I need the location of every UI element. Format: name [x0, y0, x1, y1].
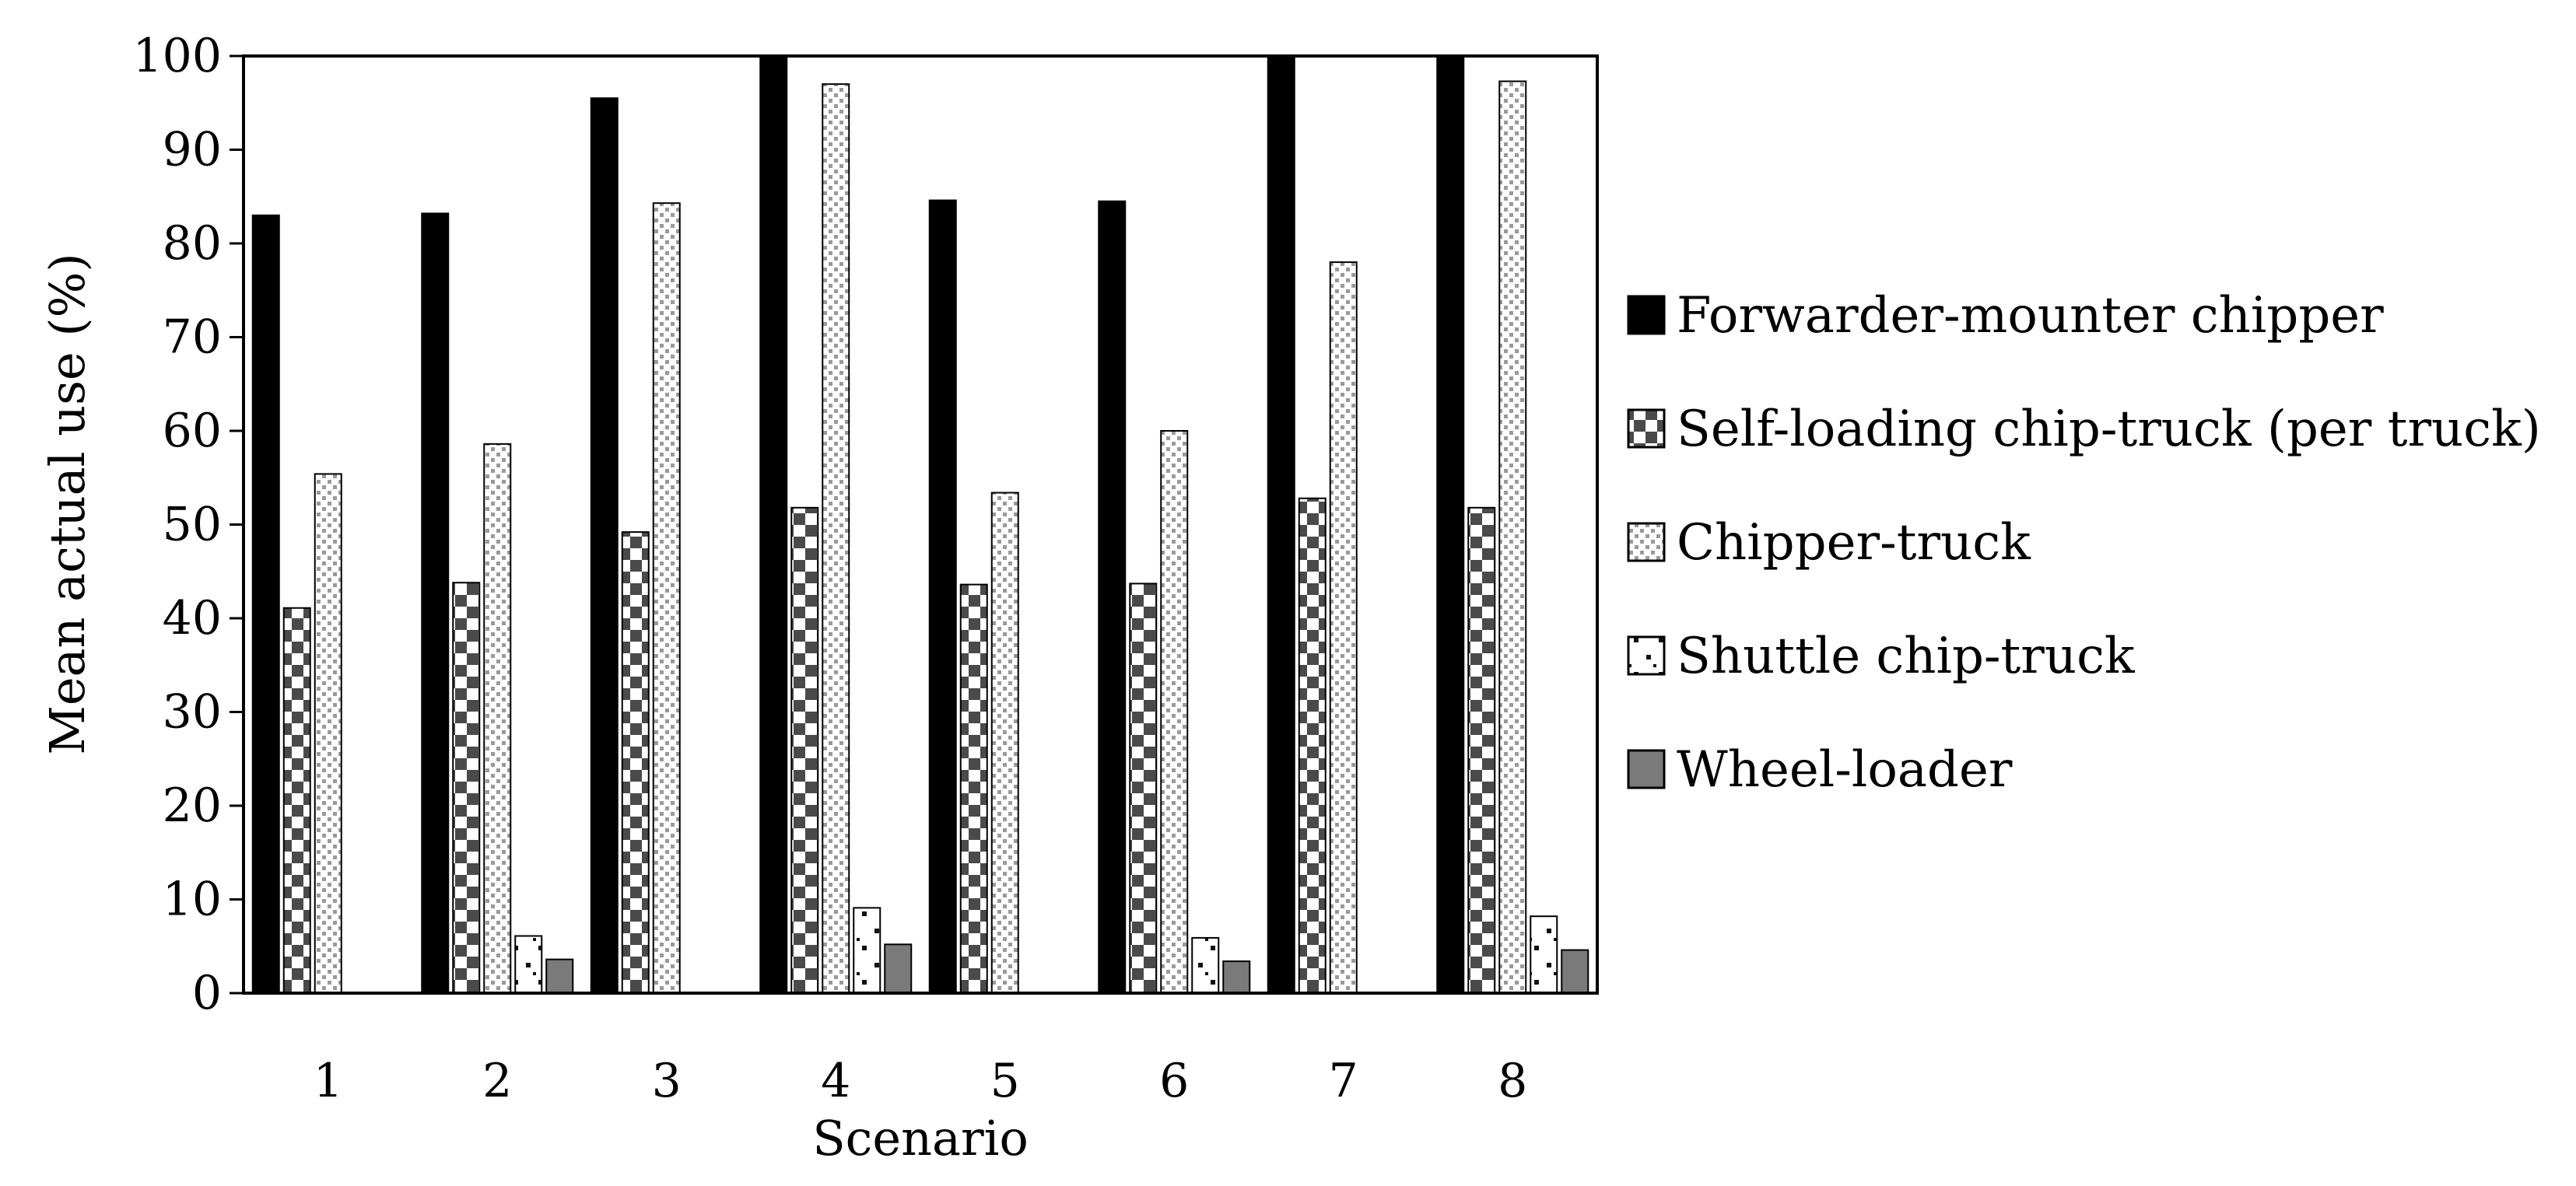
x-tick-label: 6	[1159, 1054, 1189, 1108]
bar-solid-black-scenario-3	[590, 97, 619, 995]
bar-light-dots-scenario-4	[822, 83, 850, 994]
bar-solid-black-scenario-6	[1098, 200, 1127, 994]
y-tick-label: 10	[163, 873, 222, 927]
x-ticks-layer: 1 2 3 4 5 6 7 8	[314, 1054, 1528, 1108]
legend-swatch-sparse-dots	[1627, 635, 1666, 676]
legend-swatch-light-dots	[1627, 522, 1666, 562]
legend: Forwarder-mounter chipper Self-loading ch…	[1627, 287, 2541, 799]
bar-light-dots-scenario-5	[990, 492, 1019, 994]
bar-sparse-dots-scenario-2	[514, 935, 543, 994]
y-tick-label: 50	[163, 498, 222, 552]
y-tick-label: 0	[192, 966, 222, 1020]
plot-frame	[242, 54, 1599, 995]
legend-label: Self-loading chip-truck (per truck)	[1677, 401, 2541, 458]
y-axis-title: Mean actual use (%)	[39, 253, 96, 754]
bar-light-dots-scenario-3	[652, 202, 681, 994]
bar-solid-black-scenario-2	[421, 212, 450, 994]
bar-light-dots-scenario-6	[1160, 430, 1189, 994]
bar-light-dots-scenario-2	[483, 443, 512, 994]
legend-label: Shuttle chip-truck	[1677, 628, 2136, 685]
legend-label: Forwarder-mounter chipper	[1677, 287, 2384, 345]
bar-solid-gray-scenario-2	[545, 958, 574, 994]
legend-label: Wheel-loader	[1677, 741, 2013, 799]
bar-checker-scenario-3	[621, 531, 650, 994]
bar-light-dots-scenario-1	[314, 473, 342, 994]
x-tick-label: 7	[1329, 1054, 1358, 1108]
y-tick-label: 30	[163, 685, 222, 740]
y-tick-label: 40	[163, 591, 222, 645]
bars-layer	[251, 55, 1589, 995]
bar-solid-black-scenario-7	[1267, 55, 1295, 994]
bar-checker-scenario-1	[282, 607, 311, 994]
x-tick-label: 3	[652, 1054, 682, 1108]
y-tick-label: 80	[163, 216, 222, 271]
y-ticks-layer: 0 10 20 30 40 50 60 70 80 90 100	[132, 29, 244, 1020]
bar-solid-gray-scenario-4	[884, 943, 913, 994]
bar-checker-scenario-8	[1467, 506, 1496, 994]
bar-checker-scenario-4	[790, 506, 819, 994]
bar-checker-scenario-5	[959, 583, 988, 994]
bar-checker-scenario-2	[452, 582, 481, 994]
bar-checker-scenario-7	[1298, 497, 1327, 994]
x-axis-title: Scenario	[812, 1110, 1029, 1167]
y-tick-label: 60	[163, 404, 222, 458]
bar-solid-gray-scenario-8	[1561, 949, 1589, 994]
bar-solid-gray-scenario-6	[1222, 960, 1251, 995]
x-tick-label: 1	[314, 1054, 343, 1108]
y-tick-label: 100	[132, 29, 222, 83]
x-tick-label: 2	[482, 1054, 512, 1108]
bar-light-dots-scenario-7	[1329, 261, 1358, 995]
y-tick-label: 90	[163, 123, 222, 177]
bar-solid-black-scenario-1	[251, 214, 280, 995]
bar-solid-black-scenario-4	[759, 55, 788, 994]
x-tick-label: 5	[990, 1054, 1020, 1108]
bar-sparse-dots-scenario-6	[1191, 936, 1220, 995]
bar-checker-scenario-6	[1129, 583, 1158, 994]
legend-swatch-solid-gray	[1627, 749, 1666, 789]
y-tick-label: 70	[163, 310, 222, 365]
bar-solid-black-scenario-5	[928, 199, 957, 994]
bar-sparse-dots-scenario-8	[1530, 915, 1558, 994]
bar-solid-black-scenario-8	[1436, 55, 1465, 994]
bar-light-dots-scenario-8	[1498, 80, 1527, 994]
x-tick-label: 8	[1498, 1054, 1527, 1108]
x-tick-label: 4	[821, 1054, 850, 1108]
legend-swatch-solid-black	[1627, 295, 1666, 335]
bar-sparse-dots-scenario-4	[853, 907, 881, 994]
legend-swatch-checker	[1627, 408, 1666, 449]
y-tick-label: 20	[163, 778, 222, 833]
legend-label: Chipper-truck	[1677, 514, 2031, 572]
